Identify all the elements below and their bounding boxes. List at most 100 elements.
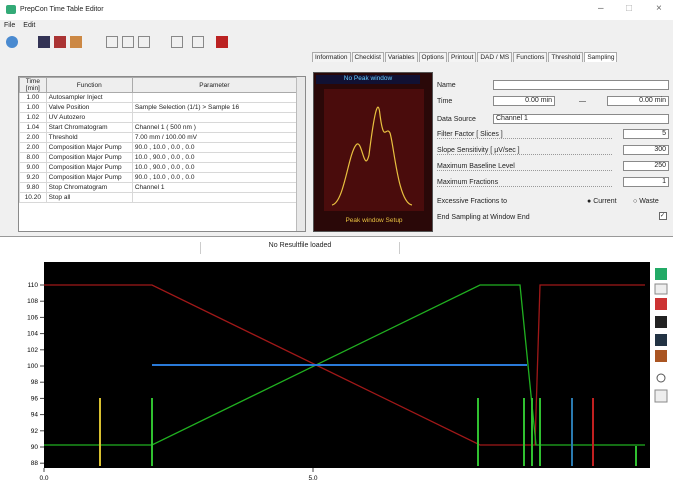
table-row[interactable]: 9.80 Stop Chromatogram Channel 1 <box>19 182 298 193</box>
field-input[interactable]: 300 <box>623 145 669 155</box>
field-row: Slope Sensitivity [ µV/sec ] 300 <box>437 144 669 156</box>
cell: 9.80 <box>19 182 47 193</box>
tool-button[interactable] <box>654 283 668 295</box>
radio-label: Waste <box>639 198 659 205</box>
cell: 2.00 <box>19 142 47 153</box>
cell: Threshold <box>45 132 133 143</box>
tool-button[interactable] <box>656 373 666 383</box>
cell: 9.00 <box>19 162 47 173</box>
y-tick-label: 96 <box>31 395 39 402</box>
radio-waste[interactable]: ○ Waste <box>633 198 659 205</box>
y-tick-label: 88 <box>31 460 39 467</box>
cell: Valve Position <box>45 102 133 113</box>
tab[interactable]: Variables <box>384 52 418 62</box>
y-tick-label: 90 <box>31 444 39 451</box>
tool-button[interactable] <box>38 36 50 48</box>
tab[interactable]: Threshold <box>548 52 584 62</box>
cell <box>131 192 298 203</box>
tab[interactable]: Checklist <box>351 52 384 62</box>
y-tick-label: 100 <box>27 363 38 370</box>
tool-button[interactable] <box>171 36 183 48</box>
timetable: Time [min] Function Parameter 1.00 Autosampl… <box>19 77 298 203</box>
radio-current[interactable]: ● Current <box>587 198 617 205</box>
tool-button[interactable] <box>655 268 667 280</box>
table-row[interactable]: 9.20 Composition Major Pump 90.0 , 10.0 , … <box>19 172 298 183</box>
field-input[interactable]: 250 <box>623 161 669 171</box>
cell: Start Chromatogram <box>45 122 133 133</box>
event-markers <box>99 398 637 466</box>
column-header: Parameter <box>131 77 298 93</box>
menu-item[interactable]: File <box>4 22 16 29</box>
tool-button[interactable] <box>138 36 150 48</box>
table-row[interactable]: 1.04 Start Chromatogram Channel 1 ( 500 nm… <box>19 122 298 133</box>
table-row[interactable]: 2.00 Composition Major Pump 90.0 , 10.0 , … <box>19 142 298 153</box>
cell: 1.00 <box>19 102 47 113</box>
cell <box>131 92 298 103</box>
cell: Channel 1 <box>131 182 298 193</box>
result-plot: mV1101081061041021009896949290880.05.0 <box>27 262 668 482</box>
tab[interactable]: Functions <box>513 52 548 62</box>
field-label: Name <box>437 82 456 89</box>
trace-green <box>44 284 645 446</box>
cell: Composition Major Pump <box>45 142 133 153</box>
tool-button[interactable] <box>122 36 134 48</box>
cell: Composition Major Pump <box>45 172 133 183</box>
table-row[interactable]: 10.20 Stop all <box>19 192 298 203</box>
cell: Composition Major Pump <box>45 152 133 163</box>
checkbox[interactable]: ✓ <box>659 212 667 220</box>
time-to[interactable]: 0.00 min <box>607 96 669 106</box>
field-row: Maximum Fractions 1 <box>437 176 669 188</box>
tool-button[interactable] <box>54 36 66 48</box>
table-row[interactable]: 8.00 Composition Major Pump 10.0 , 90.0 , … <box>19 152 298 163</box>
close[interactable]: × <box>656 3 662 14</box>
cell: 1.02 <box>19 112 47 123</box>
tool-button[interactable] <box>6 36 18 48</box>
name-input[interactable] <box>493 80 669 90</box>
time-from[interactable]: 0.00 min <box>493 96 555 106</box>
preview-curve <box>331 106 413 206</box>
tool-button[interactable] <box>655 350 667 362</box>
x-tick-label: 5.0 <box>308 475 317 482</box>
maximize[interactable]: □ <box>626 3 633 14</box>
cell: 1.04 <box>19 122 47 133</box>
header-row: Time [min] Function Parameter <box>19 77 298 93</box>
menu-item[interactable]: Edit <box>23 22 36 29</box>
tool-button[interactable] <box>192 36 204 48</box>
cell: Channel 1 ( 500 nm ) <box>131 122 298 133</box>
cell: 7.00 mm / 100.00 mV <box>131 132 298 143</box>
tool-button[interactable] <box>655 316 667 328</box>
table-row[interactable]: 1.00 Valve Position Sample Selection (1/1)… <box>19 102 298 113</box>
tool-button[interactable] <box>654 389 668 403</box>
tab[interactable]: Information <box>312 52 351 62</box>
tool-button[interactable] <box>655 298 667 310</box>
data-source[interactable]: Channel 1 <box>493 114 669 124</box>
table-row[interactable]: 9.00 Composition Major Pump 10.0 , 90.0 , … <box>19 162 298 173</box>
field-label: Time <box>437 98 453 105</box>
minimize[interactable]: – <box>598 3 604 14</box>
cell: Sample Selection (1/1) > Sample 16 <box>131 102 298 113</box>
tool-button[interactable] <box>70 36 82 48</box>
tab[interactable]: Printout <box>447 52 477 62</box>
field-input[interactable]: 5 <box>623 129 669 139</box>
field-input[interactable]: 1 <box>623 177 669 187</box>
tool-button[interactable] <box>106 36 118 48</box>
tool-button[interactable] <box>655 334 667 346</box>
field-row: Filter Factor [ Slices ] 5 <box>437 128 669 140</box>
table-row[interactable]: 1.00 Autosampler Inject <box>19 92 298 103</box>
tab[interactable]: Sampling <box>584 52 618 62</box>
side-tools <box>654 268 668 403</box>
cell <box>131 112 298 123</box>
tab[interactable]: DAD / MS <box>477 52 513 62</box>
cell: 10.20 <box>19 192 47 203</box>
field-label: Maximum Baseline Level <box>437 163 612 171</box>
x-tick-label: 0.0 <box>39 475 48 482</box>
cell: 9.20 <box>19 172 47 183</box>
preview-title: No Peak window <box>316 75 420 84</box>
tool-button[interactable] <box>216 36 228 48</box>
tab[interactable]: Options <box>418 52 447 62</box>
table-row[interactable]: 2.00 Threshold 7.00 mm / 100.00 mV <box>19 132 298 143</box>
table-row[interactable]: 1.02 UV Autozero <box>19 112 298 123</box>
preview-button[interactable]: Peak window Setup <box>345 217 403 224</box>
scrollbar[interactable] <box>296 77 305 231</box>
